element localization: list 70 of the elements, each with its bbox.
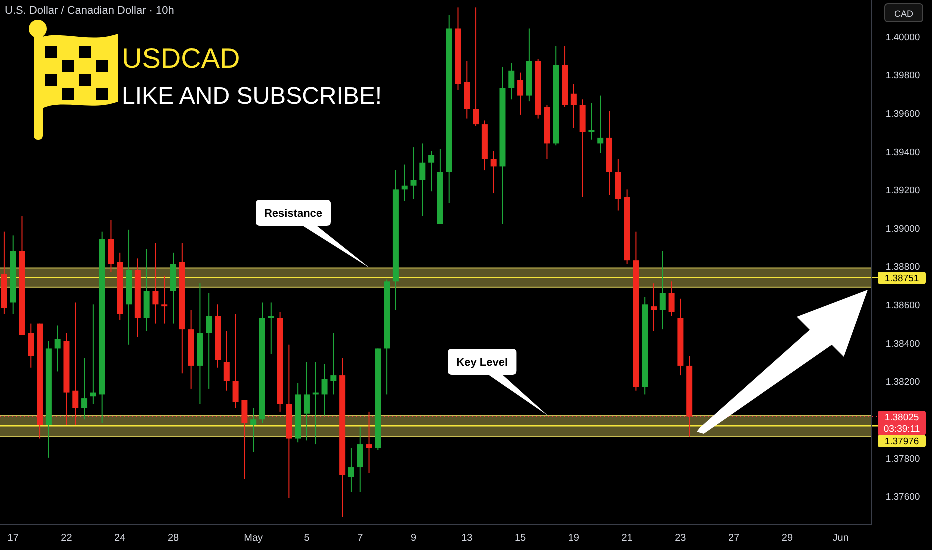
candlestick [224,330,230,392]
annotation: Resistance [264,208,323,220]
candlestick [304,362,310,442]
candlestick [473,7,480,127]
y-tick-label: 1.38200 [886,377,920,388]
candlestick [268,302,274,355]
candlestick [250,408,257,453]
chart-title: U.S. Dollar / Canadian Dollar · 10h [5,5,174,17]
x-tick-label: 22 [61,533,73,544]
x-tick-label: 7 [358,533,364,544]
y-tick-label: 1.37600 [886,492,920,504]
y-tick-label: 1.38600 [886,300,920,312]
candlestick [152,242,159,324]
candlestick [348,448,354,493]
x-tick-label: 24 [114,533,126,544]
candlestick [508,62,515,100]
y-tick-label: 1.39600 [886,108,920,120]
y-tick-label: 1.39400 [886,147,920,158]
text: CAD [894,9,914,19]
x-tick-label: 28 [168,533,180,544]
y-tick-label: 1.38400 [886,338,920,350]
candlestick [322,364,328,416]
candlestick [570,84,577,129]
x-tick-label: 5 [304,533,310,544]
x-tick-label: 9 [410,533,417,544]
y-tick-label: 1.37800 [886,454,920,465]
y-tick-label: 1.39800 [886,70,920,82]
x-tick-label: 13 [462,533,474,544]
y-tick-label: 1.40000 [886,32,920,44]
x-tick-label: May [244,533,264,544]
candlestick [598,95,604,154]
candlestick [651,283,657,332]
candlestick [490,150,497,194]
candlestick [72,302,79,426]
candlestick [357,426,364,493]
candlestick [410,147,417,200]
candlestick [232,314,239,409]
text: 03:39:11 [884,424,920,436]
candlestick [330,332,337,396]
candlestick [90,304,96,405]
x-tick-label: 21 [622,533,634,544]
x-tick-label: 15 [514,533,527,544]
candlestick [428,150,435,192]
candlestick [518,72,524,116]
candlestick [420,143,426,218]
text: USDCAD [122,43,240,74]
x-tick-label: 29 [782,533,794,544]
candlestick [162,275,168,324]
candlestick [206,292,212,390]
x-tick-label: 19 [568,533,580,544]
candlestick [660,250,666,330]
y-tick-label: 1.38800 [886,262,920,274]
x-tick-label: 23 [675,533,687,544]
candlestick [242,400,248,480]
x-tick-label: 27 [728,533,740,544]
annotation: Key Level [456,357,508,369]
x-tick-label: 17 [8,533,20,544]
ref-line-label: 1.38025 [884,412,920,424]
candlestick [82,358,88,420]
candlestick [366,411,372,474]
ref-line-label: 1.38751 [884,274,920,285]
y-tick-label: 1.39000 [886,224,920,235]
candlestick [402,164,408,202]
candlestick [668,281,675,317]
ref-line-label: 1.37976 [884,436,920,448]
candlestick [54,325,61,372]
y-tick-label: 1.39200 [886,186,920,197]
x-tick-label: Jun [832,533,849,544]
candlestick [28,323,34,368]
annotation: LIKE AND SUBSCRIBE! [122,83,382,110]
